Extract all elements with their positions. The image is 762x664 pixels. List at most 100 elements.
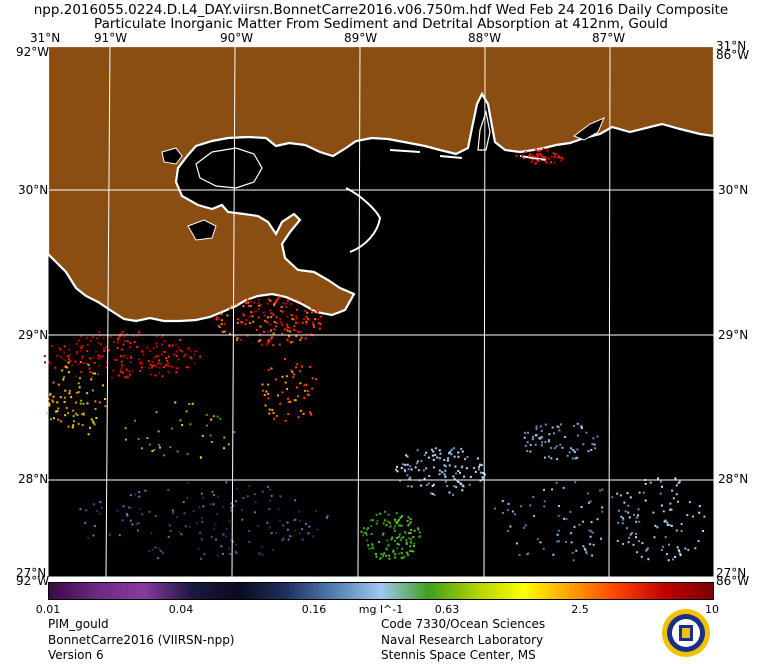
data-pixel [122, 356, 125, 359]
data-pixel [403, 555, 406, 558]
data-pixel [524, 431, 527, 434]
data-pixel [635, 536, 637, 539]
data-pixel [220, 545, 223, 548]
data-pixel [257, 525, 260, 527]
data-pixel [121, 519, 124, 522]
data-pixel [267, 368, 270, 371]
data-pixel [529, 504, 532, 507]
data-pixel [279, 402, 282, 405]
data-pixel [479, 471, 482, 474]
data-pixel [268, 408, 271, 411]
data-pixel [542, 147, 545, 150]
data-pixel [129, 519, 132, 522]
data-pixel [268, 508, 271, 511]
data-pixel [430, 448, 433, 451]
data-pixel [154, 546, 157, 549]
data-pixel [553, 156, 556, 159]
data-pixel [573, 424, 576, 427]
data-pixel [126, 513, 129, 515]
data-pixel [59, 420, 62, 423]
data-pixel [557, 155, 560, 158]
org-name: Naval Research Laboratory [381, 632, 544, 647]
data-pixel [98, 331, 101, 334]
data-pixel [130, 356, 133, 359]
data-pixel [217, 324, 220, 327]
data-pixel [261, 490, 264, 493]
data-pixel [318, 327, 321, 330]
data-pixel [95, 510, 98, 512]
data-pixel [590, 530, 593, 533]
data-pixel [199, 456, 202, 459]
data-pixel [164, 364, 167, 367]
land-mass [46, 44, 716, 323]
data-pixel [466, 456, 469, 458]
data-pixel [193, 354, 196, 357]
data-pixel [524, 524, 527, 527]
data-pixel [259, 325, 262, 328]
data-pixel [287, 326, 289, 329]
data-pixel [524, 444, 527, 447]
data-pixel [326, 516, 329, 519]
data-pixel [172, 509, 174, 512]
lat-label-29n-right: 29°N [718, 328, 749, 342]
data-pixel [387, 520, 390, 523]
data-pixel [257, 340, 260, 343]
data-pixel [181, 424, 184, 427]
image-title: npp.2016055.0224.D.L4_DAY.viirsn.BonnetC… [33, 2, 729, 18]
data-pixel [172, 511, 175, 514]
data-pixel [626, 492, 629, 495]
data-pixel [77, 382, 80, 385]
data-pixel [284, 419, 287, 422]
data-pixel [387, 543, 390, 546]
data-pixel [257, 316, 260, 319]
data-pixel [122, 505, 125, 508]
data-pixel [404, 532, 407, 535]
data-pixel [197, 547, 200, 550]
data-pixel [104, 405, 107, 408]
data-pixel [396, 470, 399, 473]
data-pixel [266, 521, 269, 524]
data-pixel [425, 451, 428, 454]
data-pixel [453, 447, 456, 450]
data-pixel [282, 524, 285, 527]
data-pixel [697, 540, 700, 543]
data-pixel [680, 530, 683, 533]
data-pixel [637, 508, 640, 511]
data-pixel [501, 500, 504, 502]
data-pixel [154, 374, 157, 377]
data-pixel [587, 450, 590, 453]
data-pixel [117, 374, 120, 377]
data-pixel [64, 414, 67, 417]
data-pixel [105, 366, 108, 369]
data-pixel [404, 463, 407, 466]
data-pixel [124, 427, 127, 430]
data-pixel [97, 357, 100, 360]
data-pixel [235, 338, 238, 341]
data-pixel [70, 396, 73, 399]
data-pixel [558, 429, 561, 432]
data-pixel [662, 510, 665, 513]
data-pixel [516, 542, 518, 545]
data-pixel [157, 430, 160, 433]
data-pixel [465, 467, 468, 470]
data-pixel [409, 532, 412, 535]
data-pixel [583, 547, 586, 550]
data-pixel [175, 367, 178, 370]
data-pixel [284, 381, 287, 384]
data-pixel [305, 333, 308, 336]
data-pixel [550, 155, 553, 158]
data-pixel [162, 365, 165, 368]
data-pixel [103, 349, 106, 352]
data-pixel [404, 470, 407, 473]
data-pixel [412, 550, 415, 553]
data-pixel [627, 511, 630, 514]
data-pixel [52, 417, 55, 420]
data-pixel [601, 510, 604, 513]
data-pixel [562, 157, 565, 160]
data-pixel [405, 539, 408, 542]
data-pixel [168, 524, 171, 527]
data-pixel [49, 418, 52, 421]
data-pixel [126, 332, 128, 335]
data-pixel [270, 316, 273, 319]
data-pixel [105, 360, 108, 363]
